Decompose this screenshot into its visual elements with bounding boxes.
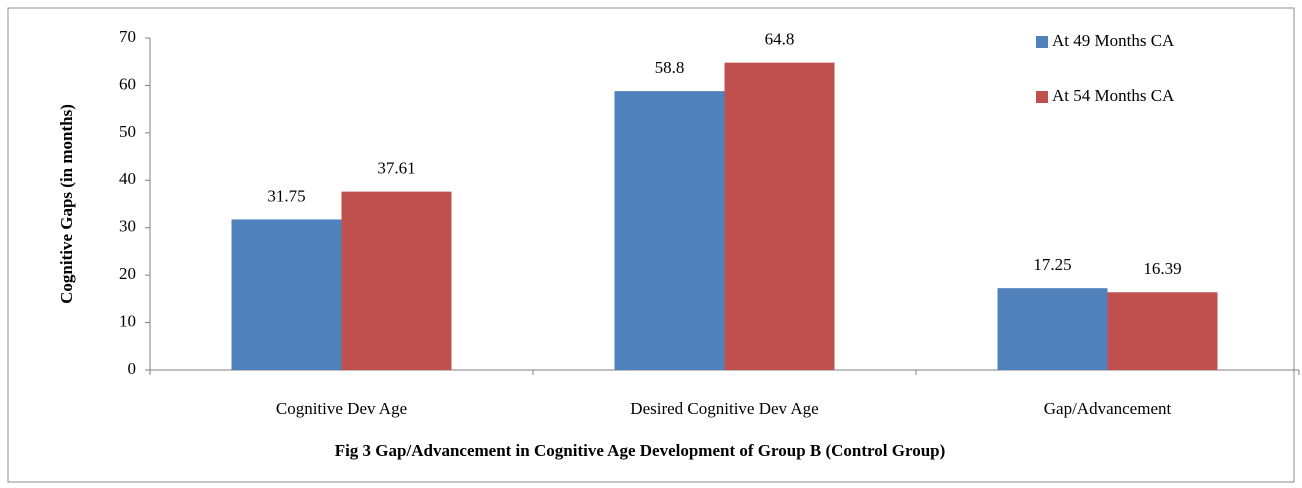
- bar: [231, 219, 342, 370]
- y-tick-label: 70: [119, 27, 136, 46]
- legend-swatch: [1036, 91, 1048, 103]
- data-label: 64.8: [765, 30, 795, 49]
- legend-label: At 54 Months CA: [1052, 86, 1175, 105]
- bar: [997, 288, 1108, 370]
- data-label: 17.25: [1033, 255, 1071, 274]
- data-label: 37.61: [377, 159, 415, 178]
- bar: [724, 62, 835, 371]
- bar: [1107, 292, 1218, 370]
- data-label: 58.8: [655, 58, 685, 77]
- data-label: 16.39: [1143, 259, 1181, 278]
- x-tick-label: Gap/Advancement: [1044, 399, 1172, 418]
- y-tick-label: 20: [119, 264, 136, 283]
- legend-swatch: [1036, 36, 1048, 48]
- y-tick-label: 0: [128, 359, 137, 378]
- y-axis-label: Cognitive Gaps (in months): [57, 104, 76, 304]
- y-tick-label: 40: [119, 169, 136, 188]
- chart-title: Fig 3 Gap/Advancement in Cognitive Age D…: [335, 441, 946, 460]
- bar: [341, 191, 452, 370]
- y-tick-label: 10: [119, 311, 136, 330]
- data-label: 31.75: [267, 186, 305, 205]
- legend-label: At 49 Months CA: [1052, 31, 1175, 50]
- y-tick-label: 30: [119, 217, 136, 236]
- bar: [614, 91, 725, 371]
- x-tick-label: Desired Cognitive Dev Age: [630, 399, 818, 418]
- x-tick-label: Cognitive Dev Age: [276, 399, 407, 418]
- y-tick-label: 60: [119, 74, 136, 93]
- y-tick-label: 50: [119, 122, 136, 141]
